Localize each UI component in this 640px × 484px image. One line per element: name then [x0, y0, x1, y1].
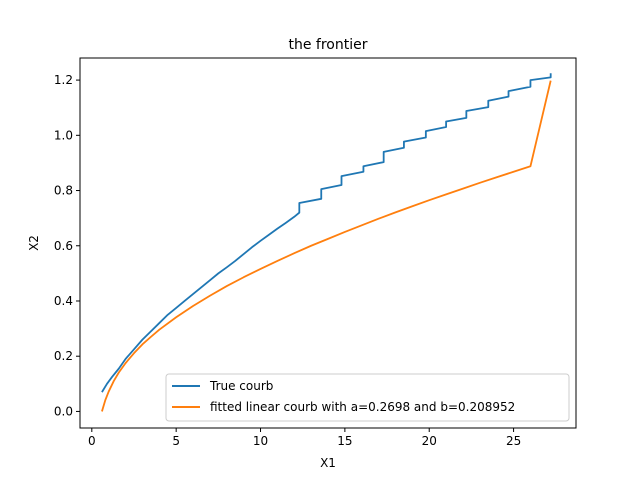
x-axis: 0 5 10 15 20 25 — [88, 428, 521, 448]
y-axis-label: X2 — [27, 235, 41, 251]
x-tick-label: 20 — [422, 434, 437, 448]
y-axis: 0.0 0.2 0.4 0.6 0.8 1.0 1.2 — [54, 73, 80, 418]
series-line-0 — [101, 73, 552, 393]
y-tick-label: 0.8 — [54, 184, 73, 198]
y-tick-label: 0.4 — [54, 294, 73, 308]
y-tick-label: 1.0 — [54, 128, 73, 142]
x-tick-label: 15 — [337, 434, 352, 448]
legend: True courb fitted linear courb with a=0.… — [165, 373, 570, 422]
y-tick-label: 0.6 — [54, 239, 73, 253]
x-tick-label: 5 — [172, 434, 180, 448]
series-line-1 — [101, 80, 552, 412]
x-tick-label: 25 — [506, 434, 521, 448]
legend-box — [165, 373, 570, 422]
x-tick-label: 10 — [253, 434, 268, 448]
chart-title: the frontier — [289, 37, 368, 53]
legend-label-fitted-courb: fitted linear courb with a=0.2698 and b=… — [210, 400, 515, 414]
legend-label-true-courb: True courb — [209, 379, 273, 393]
plot-lines — [101, 73, 552, 412]
y-tick-label: 1.2 — [54, 73, 73, 87]
x-tick-label: 0 — [88, 434, 96, 448]
axes-frame — [79, 57, 577, 429]
x-axis-label: X1 — [320, 456, 336, 470]
y-tick-label: 0.2 — [54, 349, 73, 363]
y-tick-label: 0.0 — [54, 404, 73, 418]
